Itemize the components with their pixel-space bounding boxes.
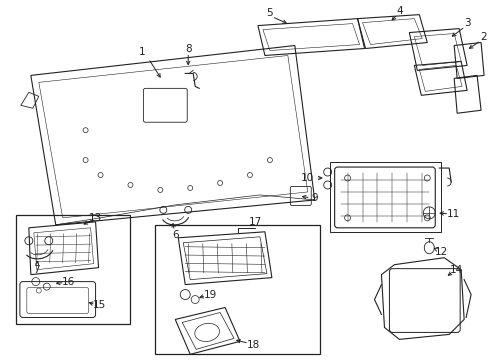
Text: 9: 9 xyxy=(311,193,317,203)
Text: 3: 3 xyxy=(463,18,469,28)
Text: 14: 14 xyxy=(448,265,462,275)
Text: 5: 5 xyxy=(266,8,273,18)
Text: 19: 19 xyxy=(203,289,216,300)
Bar xyxy=(329,162,440,232)
Text: 4: 4 xyxy=(395,6,402,15)
Text: 15: 15 xyxy=(93,300,106,310)
Text: 12: 12 xyxy=(434,247,447,257)
Text: 10: 10 xyxy=(301,173,314,183)
Text: 17: 17 xyxy=(248,217,261,227)
Text: 11: 11 xyxy=(446,209,459,219)
Text: 8: 8 xyxy=(184,44,191,54)
Bar xyxy=(16,215,130,324)
Text: 16: 16 xyxy=(62,276,75,287)
Text: 6: 6 xyxy=(172,230,178,240)
Text: 18: 18 xyxy=(246,340,259,350)
Text: 13: 13 xyxy=(89,213,102,223)
Text: 2: 2 xyxy=(479,32,486,41)
Text: 1: 1 xyxy=(139,48,145,58)
Bar xyxy=(155,225,319,354)
Text: 7: 7 xyxy=(33,265,40,275)
